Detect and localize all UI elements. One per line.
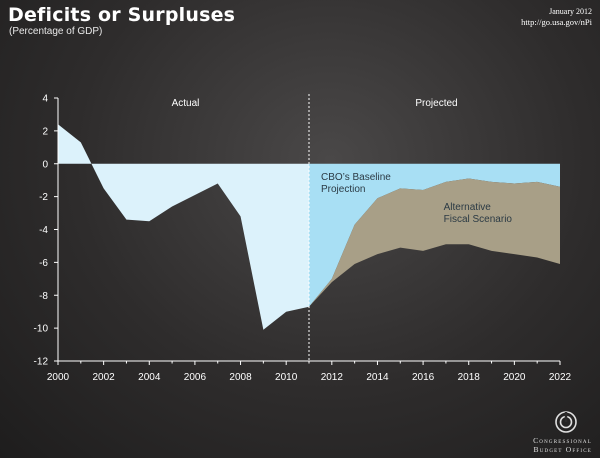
chart-labels: 4 2 0 -2 -4 -6 -8 -10 -12 2000 2002 2004 2006 2008 201… bbox=[34, 94, 572, 384]
y-tick-label: -12 bbox=[34, 357, 49, 368]
alternative-scenario-area bbox=[309, 178, 560, 307]
x-tick-label: 2000 bbox=[47, 372, 70, 383]
x-tick-label: 2002 bbox=[93, 372, 116, 383]
y-tick-label: -6 bbox=[39, 258, 48, 269]
cbo-logo: Congressional Budget Office bbox=[522, 410, 592, 454]
source-link[interactable]: http://go.usa.gov/nPi bbox=[521, 17, 592, 27]
logo-line-2: Budget Office bbox=[533, 445, 592, 454]
alternative-annotation: Fiscal Scenario bbox=[444, 214, 513, 225]
chart-axes bbox=[54, 94, 561, 365]
y-tick-label: -8 bbox=[39, 291, 48, 302]
x-tick-label: 2018 bbox=[458, 372, 481, 383]
x-tick-label: 2014 bbox=[366, 372, 389, 383]
publication-meta: January 2012 http://go.usa.gov/nPi bbox=[521, 6, 592, 28]
x-tick-label: 2006 bbox=[184, 372, 207, 383]
actual-deficit-area bbox=[58, 124, 309, 330]
x-tick-label: 2010 bbox=[275, 372, 298, 383]
publication-date: January 2012 bbox=[549, 7, 592, 16]
y-tick-label: 4 bbox=[42, 94, 48, 105]
chart-fills bbox=[58, 124, 560, 330]
x-tick-label: 2008 bbox=[229, 372, 252, 383]
region-label-actual: Actual bbox=[172, 98, 200, 109]
x-tick-label: 2022 bbox=[549, 372, 572, 383]
chart-title: Deficits or Surpluses bbox=[8, 4, 236, 26]
x-tick-label: 2012 bbox=[321, 372, 344, 383]
chart-subtitle: (Percentage of GDP) bbox=[9, 26, 103, 37]
logo-line-1: Congressional bbox=[533, 436, 592, 445]
baseline-annotation: CBO’s Baseline bbox=[321, 172, 391, 183]
cbo-logo-icon bbox=[555, 411, 577, 433]
baseline-annotation: Projection bbox=[321, 184, 365, 195]
y-tick-label: -4 bbox=[39, 225, 48, 236]
region-label-projected: Projected bbox=[415, 98, 457, 109]
alternative-annotation: Alternative bbox=[444, 202, 492, 213]
x-tick-label: 2004 bbox=[138, 372, 161, 383]
y-tick-label: -2 bbox=[39, 192, 48, 203]
baseline-projection-area bbox=[309, 163, 560, 307]
x-tick-label: 2016 bbox=[412, 372, 435, 383]
y-tick-label: -10 bbox=[34, 324, 49, 335]
x-tick-label: 2020 bbox=[503, 372, 526, 383]
y-tick-label: 2 bbox=[42, 126, 48, 137]
y-tick-label: 0 bbox=[42, 159, 48, 170]
